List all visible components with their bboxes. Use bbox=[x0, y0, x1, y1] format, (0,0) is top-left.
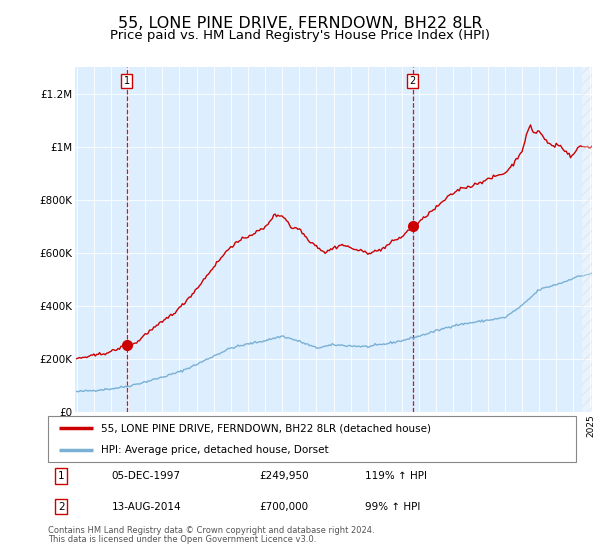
Text: 2: 2 bbox=[410, 76, 416, 86]
Text: 05-DEC-1997: 05-DEC-1997 bbox=[112, 471, 181, 481]
Text: 1: 1 bbox=[58, 471, 65, 481]
Text: Contains HM Land Registry data © Crown copyright and database right 2024.: Contains HM Land Registry data © Crown c… bbox=[48, 526, 374, 535]
Text: 2: 2 bbox=[58, 502, 65, 512]
Text: 1: 1 bbox=[124, 76, 130, 86]
Bar bbox=[582, 67, 592, 412]
Text: £700,000: £700,000 bbox=[259, 502, 308, 512]
Text: HPI: Average price, detached house, Dorset: HPI: Average price, detached house, Dors… bbox=[101, 445, 328, 455]
Text: 55, LONE PINE DRIVE, FERNDOWN, BH22 8LR (detached house): 55, LONE PINE DRIVE, FERNDOWN, BH22 8LR … bbox=[101, 423, 431, 433]
Text: 13-AUG-2014: 13-AUG-2014 bbox=[112, 502, 181, 512]
Text: 119% ↑ HPI: 119% ↑ HPI bbox=[365, 471, 427, 481]
FancyBboxPatch shape bbox=[48, 416, 576, 462]
Text: This data is licensed under the Open Government Licence v3.0.: This data is licensed under the Open Gov… bbox=[48, 535, 316, 544]
Text: £249,950: £249,950 bbox=[259, 471, 309, 481]
Text: Price paid vs. HM Land Registry's House Price Index (HPI): Price paid vs. HM Land Registry's House … bbox=[110, 29, 490, 42]
Text: 99% ↑ HPI: 99% ↑ HPI bbox=[365, 502, 420, 512]
Text: 55, LONE PINE DRIVE, FERNDOWN, BH22 8LR: 55, LONE PINE DRIVE, FERNDOWN, BH22 8LR bbox=[118, 16, 482, 31]
